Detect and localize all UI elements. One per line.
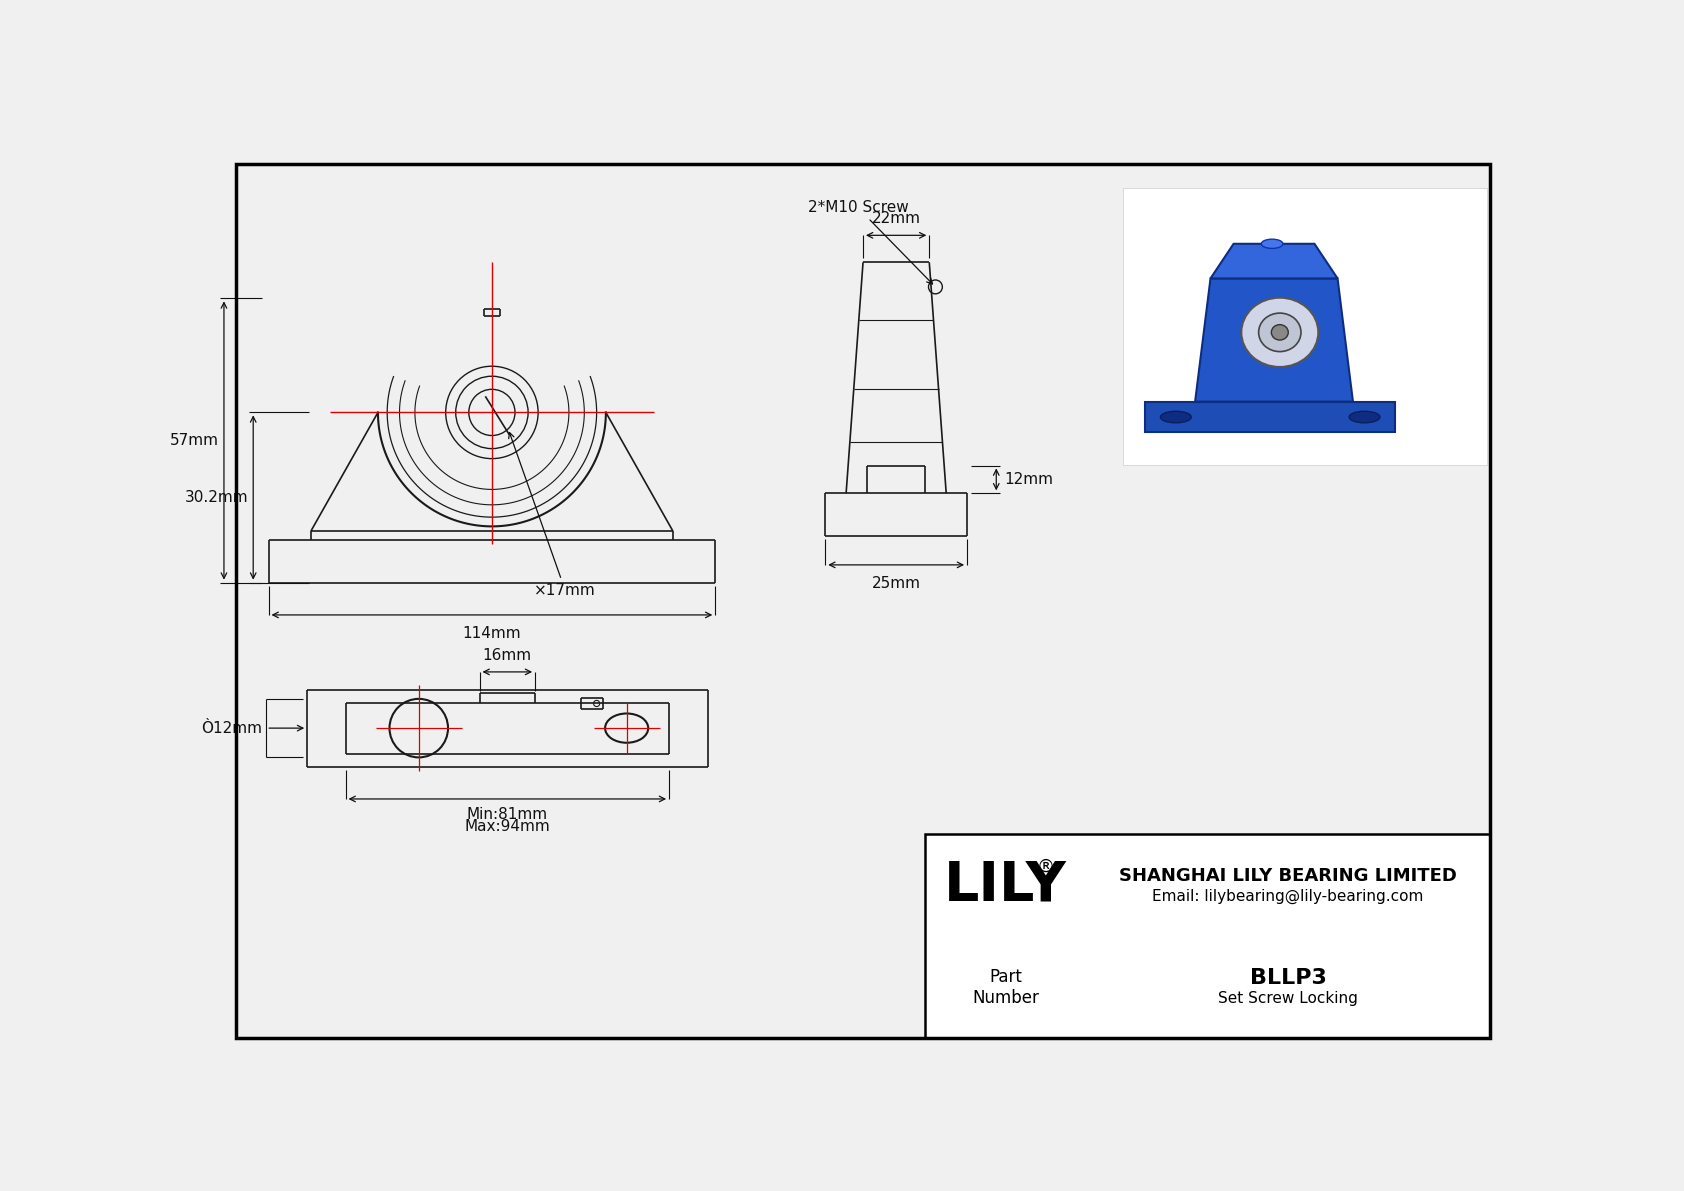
Ellipse shape: [1160, 411, 1191, 423]
Text: 22mm: 22mm: [872, 211, 921, 226]
Ellipse shape: [1241, 298, 1319, 367]
Text: LILY: LILY: [945, 859, 1068, 912]
Polygon shape: [1145, 401, 1396, 432]
Ellipse shape: [1258, 313, 1302, 351]
Bar: [1123, 187, 1487, 464]
Text: Email: lilybearing@lily-bearing.com: Email: lilybearing@lily-bearing.com: [1152, 888, 1423, 904]
Text: 25mm: 25mm: [872, 575, 921, 591]
Text: BLLP3: BLLP3: [1250, 968, 1327, 989]
Text: 12mm: 12mm: [1004, 472, 1052, 487]
Text: Min:81mm: Min:81mm: [466, 806, 547, 822]
Text: ×17mm: ×17mm: [509, 432, 596, 598]
Text: Max:94mm: Max:94mm: [465, 819, 551, 834]
Text: 114mm: 114mm: [463, 625, 522, 641]
Ellipse shape: [1271, 325, 1288, 341]
Text: 2*M10 Screw: 2*M10 Screw: [808, 200, 933, 283]
Text: Part
Number: Part Number: [972, 968, 1039, 1006]
Text: 57mm: 57mm: [170, 434, 219, 448]
Text: SHANGHAI LILY BEARING LIMITED: SHANGHAI LILY BEARING LIMITED: [1120, 867, 1457, 885]
Ellipse shape: [1261, 239, 1283, 249]
Bar: [925, 835, 1490, 1039]
Text: 30.2mm: 30.2mm: [185, 490, 249, 505]
Text: ®: ®: [1037, 858, 1054, 875]
Text: Set Screw Locking: Set Screw Locking: [1218, 991, 1357, 1005]
Polygon shape: [1211, 244, 1337, 279]
Text: Ò12mm: Ò12mm: [200, 721, 261, 736]
Text: 16mm: 16mm: [483, 648, 532, 662]
Ellipse shape: [1349, 411, 1379, 423]
Polygon shape: [1196, 279, 1352, 401]
